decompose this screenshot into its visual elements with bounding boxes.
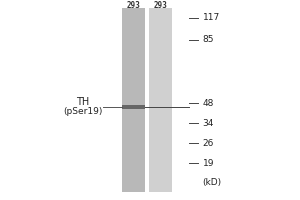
Text: 19: 19 xyxy=(202,158,214,168)
Text: 34: 34 xyxy=(202,118,214,128)
Bar xyxy=(122,8,145,192)
Text: 48: 48 xyxy=(202,98,214,108)
Text: (kD): (kD) xyxy=(202,178,222,186)
Text: (pSer19): (pSer19) xyxy=(63,107,102,116)
Text: 293: 293 xyxy=(154,0,167,9)
Text: 85: 85 xyxy=(202,36,214,45)
Text: 26: 26 xyxy=(202,138,214,148)
Text: 293: 293 xyxy=(127,0,140,9)
Text: 117: 117 xyxy=(202,14,220,22)
Bar xyxy=(122,105,145,109)
Bar xyxy=(149,8,172,192)
Text: TH: TH xyxy=(76,97,89,107)
